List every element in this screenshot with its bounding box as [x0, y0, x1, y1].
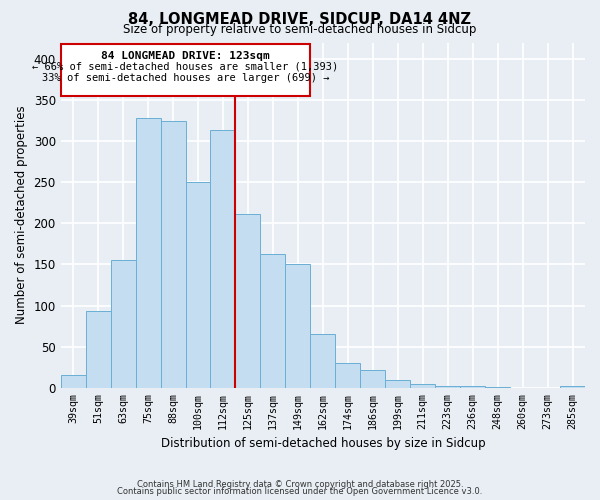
Bar [136, 118, 161, 388]
Y-axis label: Number of semi-detached properties: Number of semi-detached properties [15, 106, 28, 324]
Text: Contains HM Land Registry data © Crown copyright and database right 2025.: Contains HM Land Registry data © Crown c… [137, 480, 463, 489]
Bar [61, 376, 86, 388]
Bar [260, 254, 286, 388]
Text: 84 LONGMEAD DRIVE: 123sqm: 84 LONGMEAD DRIVE: 123sqm [101, 50, 270, 60]
Text: 33% of semi-detached houses are larger (699) →: 33% of semi-detached houses are larger (… [42, 73, 329, 83]
Bar [211, 130, 235, 388]
Bar [86, 312, 110, 388]
Bar [435, 386, 460, 388]
Bar [161, 120, 185, 388]
Bar [286, 264, 310, 388]
Bar [410, 384, 435, 388]
Bar [360, 370, 385, 388]
Text: ← 66% of semi-detached houses are smaller (1,393): ← 66% of semi-detached houses are smalle… [32, 62, 338, 72]
Text: Size of property relative to semi-detached houses in Sidcup: Size of property relative to semi-detach… [124, 22, 476, 36]
Bar [485, 387, 510, 388]
Bar [335, 363, 360, 388]
Text: 84, LONGMEAD DRIVE, SIDCUP, DA14 4NZ: 84, LONGMEAD DRIVE, SIDCUP, DA14 4NZ [128, 12, 472, 28]
Bar [460, 386, 485, 388]
Bar [185, 182, 211, 388]
Bar [235, 214, 260, 388]
X-axis label: Distribution of semi-detached houses by size in Sidcup: Distribution of semi-detached houses by … [161, 437, 485, 450]
FancyBboxPatch shape [61, 44, 310, 96]
Bar [310, 334, 335, 388]
Bar [385, 380, 410, 388]
Text: Contains public sector information licensed under the Open Government Licence v3: Contains public sector information licen… [118, 487, 482, 496]
Bar [110, 260, 136, 388]
Bar [560, 386, 585, 388]
